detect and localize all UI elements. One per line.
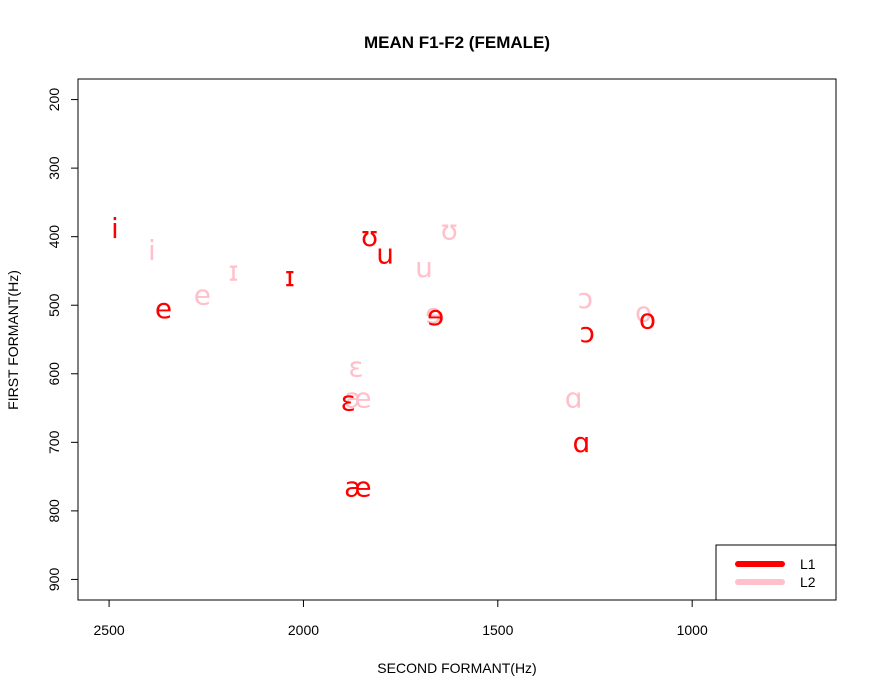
y-tick-label: 600: [46, 362, 62, 386]
plot-area-frame: [77, 78, 837, 601]
y-tick-label: 400: [46, 225, 62, 249]
x-tick-label: 2500: [94, 622, 125, 638]
point-l2-4: u: [415, 251, 433, 284]
y-tick-label: 900: [46, 568, 62, 592]
x-tick-label: 1500: [482, 622, 513, 638]
point-l2-7: æ: [344, 381, 372, 414]
legend-box: [715, 544, 837, 601]
point-l1-5: ɘ: [427, 299, 444, 332]
point-l1-10: ɑ: [572, 426, 590, 459]
point-l1-4: u: [376, 237, 394, 270]
legend-label-l2: L2: [800, 574, 816, 590]
y-axis-label: FIRST FORMANT(Hz): [5, 270, 21, 410]
point-l1-1: e: [155, 292, 172, 325]
point-l1-2: ɪ: [285, 260, 295, 293]
point-l2-6: ɛ: [348, 350, 363, 383]
x-axis-label: SECOND FORMANT(Hz): [377, 660, 536, 676]
point-l1-8: ɔ: [580, 316, 595, 349]
legend: L1 L2: [715, 544, 837, 601]
y-axis: 200 300 400 500 600 700 800 900: [46, 88, 78, 591]
y-tick-label: 200: [46, 88, 62, 112]
legend-label-l1: L1: [800, 556, 816, 572]
point-l2-8: ɔ: [578, 282, 593, 315]
chart-title: MEAN F1-F2 (FEMALE): [364, 33, 550, 52]
x-axis: 2500 2000 1500 1000: [94, 600, 708, 638]
point-l2-1: e: [194, 278, 211, 311]
point-l1-9: o: [639, 302, 656, 335]
y-tick-label: 300: [46, 156, 62, 180]
point-l2-2: ɪ: [228, 254, 238, 287]
point-l2-0: i: [148, 234, 156, 267]
point-l1-7: æ: [344, 470, 372, 503]
point-l1-3: ʊ: [361, 220, 378, 253]
point-l1-6: ɛ: [341, 385, 356, 418]
point-l1-0: i: [111, 212, 119, 245]
y-tick-label: 700: [46, 430, 62, 454]
x-tick-label: 2000: [288, 622, 319, 638]
point-l2-9: o: [635, 296, 652, 329]
point-l2-3: ʊ: [441, 213, 458, 246]
point-l2-5: ɘ: [425, 297, 442, 330]
x-tick-label: 1000: [677, 622, 708, 638]
y-tick-label: 800: [46, 499, 62, 523]
point-l2-10: ɑ: [565, 381, 583, 414]
y-tick-label: 500: [46, 293, 62, 317]
